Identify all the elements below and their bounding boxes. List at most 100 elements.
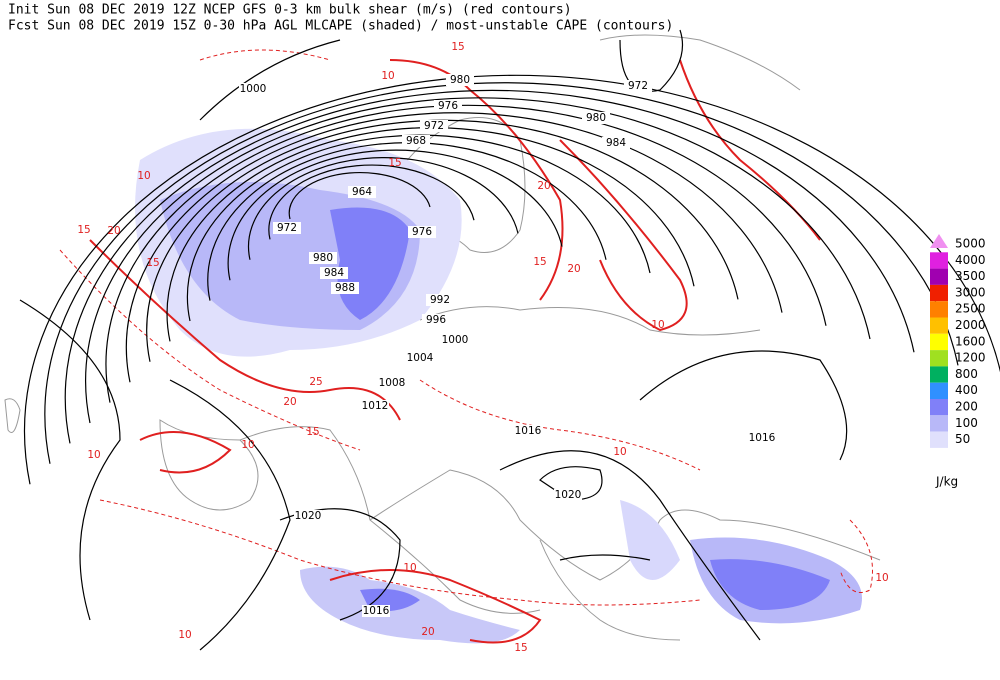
legend-label: 1600 bbox=[955, 334, 986, 348]
shear-label: 10 bbox=[381, 70, 394, 82]
isobar-label: 972 bbox=[628, 80, 648, 92]
legend-swatch bbox=[930, 252, 948, 269]
legend: 5000 4000 3500 3000 2500 2000 1600 1200 800 400 20… bbox=[930, 234, 986, 489]
isobar-label: 984 bbox=[606, 137, 626, 149]
isobar-label: 1012 bbox=[362, 400, 389, 412]
isobar-label: 1020 bbox=[555, 489, 582, 501]
label-backdrop bbox=[426, 294, 454, 306]
legend-swatch bbox=[930, 431, 948, 448]
shear-label: 15 bbox=[514, 642, 527, 654]
isobar-label: 992 bbox=[430, 294, 450, 306]
legend-swatch bbox=[930, 301, 948, 318]
label-backdrop bbox=[361, 400, 389, 412]
map-area bbox=[0, 16, 1000, 660]
isobar-label: 988 bbox=[335, 282, 355, 294]
header: Init Sun 08 DEC 2019 12Z NCEP GFS 0-3 km… bbox=[8, 3, 673, 34]
shear-label: 20 bbox=[567, 263, 580, 275]
shear-label: 15 bbox=[533, 256, 546, 268]
label-backdrop bbox=[362, 605, 390, 617]
isobar bbox=[199, 39, 341, 121]
shear-label: 15 bbox=[306, 426, 319, 438]
isobar bbox=[559, 554, 651, 561]
shear-label: 10 bbox=[87, 449, 100, 461]
isobar-label: 976 bbox=[412, 226, 432, 238]
legend-swatch bbox=[930, 415, 948, 432]
isobar-label: 1016 bbox=[363, 605, 390, 617]
isobar-label: 980 bbox=[450, 74, 470, 86]
isobar-label: 964 bbox=[352, 186, 372, 198]
legend-label: 800 bbox=[955, 367, 978, 381]
isobar-label: 972 bbox=[277, 222, 297, 234]
label-backdrop bbox=[406, 352, 434, 364]
isobar bbox=[125, 112, 783, 383]
label-backdrop bbox=[748, 432, 776, 444]
isobar bbox=[169, 379, 291, 651]
legend-label: 2000 bbox=[955, 318, 986, 332]
legend-label: 100 bbox=[955, 416, 978, 430]
label-backdrop bbox=[420, 120, 448, 132]
label-backdrop bbox=[294, 510, 322, 522]
legend-swatch bbox=[930, 333, 948, 351]
shear-label: 15 bbox=[388, 157, 401, 169]
legend-label: 4000 bbox=[955, 253, 986, 267]
label-backdrop bbox=[422, 314, 450, 326]
label-backdrop bbox=[446, 74, 474, 86]
shear-label: 10 bbox=[651, 319, 664, 331]
shear-label: 10 bbox=[241, 439, 254, 451]
shear-label: 20 bbox=[421, 626, 434, 638]
legend-label: 50 bbox=[955, 432, 970, 446]
legend-swatch bbox=[930, 284, 948, 302]
legend-swatch bbox=[930, 234, 948, 248]
shear-label: 10 bbox=[875, 572, 888, 584]
label-backdrop bbox=[624, 80, 652, 92]
legend-swatch bbox=[930, 366, 948, 383]
label-backdrop bbox=[434, 100, 462, 112]
legend-label: 3000 bbox=[955, 285, 986, 299]
isobar bbox=[146, 119, 739, 362]
isobar bbox=[279, 508, 401, 621]
isobar bbox=[227, 149, 563, 281]
isobar bbox=[85, 97, 871, 424]
legend-label: 5000 bbox=[955, 237, 986, 251]
isobar-label: 968 bbox=[406, 135, 426, 147]
label-backdrop bbox=[378, 377, 406, 389]
label-backdrop bbox=[273, 222, 301, 234]
isobar bbox=[105, 104, 827, 403]
shear-label: 15 bbox=[77, 224, 90, 236]
legend-label: 3500 bbox=[955, 269, 986, 283]
legend-label: 2500 bbox=[955, 302, 986, 316]
shear-label: 10 bbox=[137, 170, 150, 182]
label-backdrop bbox=[239, 83, 267, 95]
shear-label: 10 bbox=[178, 629, 191, 641]
legend-swatch bbox=[930, 317, 948, 334]
shear-label: 25 bbox=[309, 376, 322, 388]
label-backdrop bbox=[554, 489, 582, 501]
shear-label: 20 bbox=[107, 225, 120, 237]
shear-label: 10 bbox=[613, 446, 626, 458]
label-backdrop bbox=[514, 425, 542, 437]
isobar bbox=[499, 450, 761, 641]
label-backdrop bbox=[408, 226, 436, 238]
legend-label: 200 bbox=[955, 400, 978, 414]
contour-labels: 1000 980 976 972 968 964 972 976 980 984 988 992 996… bbox=[77, 41, 888, 654]
shear-label: 15 bbox=[146, 257, 159, 269]
legend-swatch bbox=[930, 350, 948, 367]
legend-swatch bbox=[930, 399, 948, 416]
isobar-label: 996 bbox=[426, 314, 446, 326]
label-backdrop bbox=[402, 135, 430, 147]
isobar bbox=[186, 134, 651, 322]
label-backdrop bbox=[331, 282, 359, 294]
isobar bbox=[539, 466, 603, 501]
legend-unit: J/kg bbox=[935, 475, 958, 489]
isobar-label: 1016 bbox=[749, 432, 776, 444]
isobar-label: 1008 bbox=[379, 377, 406, 389]
header-line: Init Sun 08 DEC 2019 12Z NCEP GFS 0-3 km… bbox=[8, 3, 572, 18]
label-backdrop bbox=[582, 112, 610, 124]
shear-label: 10 bbox=[403, 562, 416, 574]
label-backdrop bbox=[320, 267, 348, 279]
legend-swatch bbox=[930, 268, 948, 285]
isobar-label: 976 bbox=[438, 100, 458, 112]
isobar bbox=[268, 164, 475, 240]
isobar bbox=[23, 74, 1000, 485]
isobar bbox=[44, 82, 959, 464]
